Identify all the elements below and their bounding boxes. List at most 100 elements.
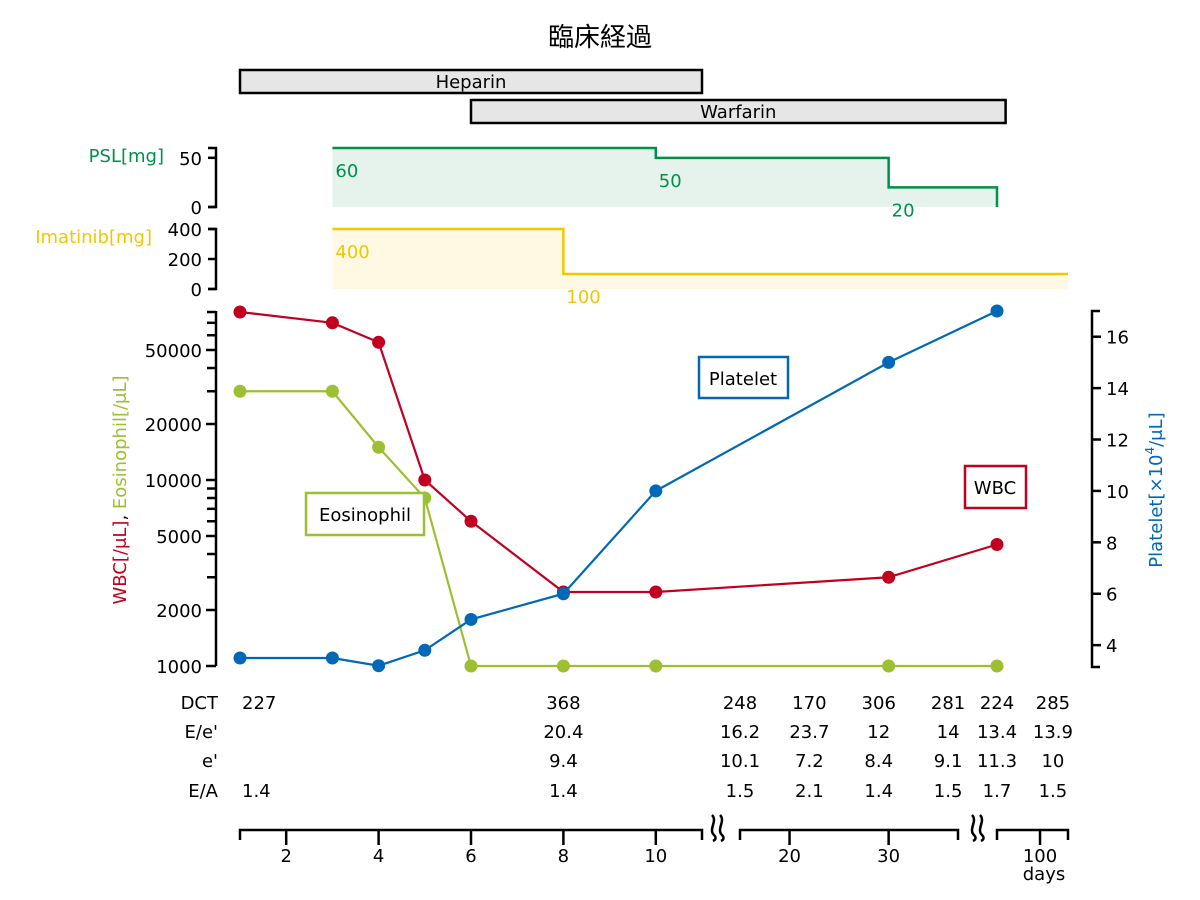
table-cell: 10 xyxy=(1041,751,1064,772)
table-cell: 13.9 xyxy=(1033,722,1073,743)
data-point-eosinophil xyxy=(882,659,896,673)
x-axis-segment xyxy=(738,828,960,840)
table-cell: 1.5 xyxy=(1039,781,1068,802)
legend-box-wbc xyxy=(963,464,1028,510)
table-cell: 7.2 xyxy=(795,751,824,772)
table-cell: 224 xyxy=(980,693,1014,714)
data-point-eosinophil xyxy=(325,384,339,398)
axis-break-icon xyxy=(710,814,717,843)
data-point-platelet xyxy=(990,304,1004,318)
x-axis-tick-label: 20 xyxy=(778,846,801,867)
x-axis-tick-label: 6 xyxy=(465,846,476,867)
drug-bar-label-heparin: Heparin xyxy=(436,72,507,93)
data-point-platelet xyxy=(233,651,247,665)
dose-axis-title-imatinib: Imatinib[mg] xyxy=(35,227,152,248)
dose-area-imatinib xyxy=(332,229,1068,289)
left-axis-title-eosinophil: Eosinophil[/μL] xyxy=(110,375,131,509)
echo-table: DCT 227 368 248 170 306 281 224 285 E/e' 20.4 16.2 2… xyxy=(181,693,1073,802)
dose-axis-tick-label: 400 xyxy=(168,220,202,241)
right-axis: 4 6 8 10 12 14 16 xyxy=(1090,309,1129,669)
table-cell: 248 xyxy=(723,693,757,714)
data-point-wbc xyxy=(418,473,432,487)
data-point-eosinophil xyxy=(649,659,663,673)
table-row-label: e' xyxy=(202,751,218,772)
table-cell: 23.7 xyxy=(789,722,829,743)
data-point-platelet xyxy=(372,659,386,673)
table-row-label: E/A xyxy=(188,781,218,802)
left-axis-title-sep: , xyxy=(110,509,131,520)
data-point-eosinophil xyxy=(372,440,386,454)
dose-panels: 60 5020050PSL[mg]4001000200400Imatinib[mg… xyxy=(35,146,1068,308)
left-axis-title-wbc: WBC[/μL] xyxy=(110,521,131,605)
legend-label-platelet: Platelet xyxy=(709,369,777,390)
x-axis-segment xyxy=(995,828,1070,840)
data-point-platelet xyxy=(556,587,570,601)
x-axis-tick-label: 10 xyxy=(644,846,667,867)
dose-line-psl xyxy=(332,146,999,207)
drug-bar-warfarin xyxy=(469,98,1007,125)
right-axis-title-sup: 4 xyxy=(1143,447,1157,455)
right-axis-tick-label: 12 xyxy=(1106,431,1129,452)
right-axis-tick-label: 6 xyxy=(1106,585,1117,606)
dose-line-imatinib xyxy=(332,227,1068,276)
axis-break-icon xyxy=(970,814,977,843)
x-axis-tick-label: 8 xyxy=(558,846,569,867)
table-cell: 14 xyxy=(937,722,960,743)
right-axis-title: Platelet[×104/μL] xyxy=(1143,412,1167,567)
data-point-eosinophil xyxy=(556,659,570,673)
data-point-wbc xyxy=(372,335,386,349)
legend-box-eosinophil xyxy=(304,491,426,537)
dose-label-psl: 60 xyxy=(335,161,358,182)
table-cell: 20.4 xyxy=(543,722,583,743)
data-point-wbc xyxy=(990,538,1004,552)
table-cell: 368 xyxy=(546,693,580,714)
drug-bars: Heparin Warfarin xyxy=(238,68,1007,125)
data-point-wbc xyxy=(464,514,478,528)
table-cell: 170 xyxy=(792,693,826,714)
right-axis-tick-label: 8 xyxy=(1106,533,1117,554)
table-cell: 1.5 xyxy=(934,781,963,802)
table-cell: 227 xyxy=(242,693,276,714)
right-axis-tick-label: 14 xyxy=(1106,379,1129,400)
x-axis: 2 4 6 8 10 20 30 100 xyxy=(238,814,1070,867)
data-point-platelet xyxy=(325,651,339,665)
x-axis-tick-label: 2 xyxy=(280,846,291,867)
right-axis-tick-label: 4 xyxy=(1106,636,1117,657)
dose-axis-title-psl: PSL[mg] xyxy=(89,146,164,167)
table-cell: 16.2 xyxy=(720,722,760,743)
table-cell: 306 xyxy=(862,693,896,714)
data-point-wbc xyxy=(325,316,339,330)
table-cell: 10.1 xyxy=(720,751,760,772)
dose-axis-tick-label: 200 xyxy=(168,250,202,271)
x-axis-tick-label: 4 xyxy=(373,846,384,867)
table-cell: 1.7 xyxy=(983,781,1012,802)
legend-label-wbc: WBC xyxy=(974,478,1016,499)
data-point-platelet xyxy=(882,355,896,369)
dose-axis-tick-label: 0 xyxy=(191,280,202,301)
data-point-wbc xyxy=(649,585,663,599)
table-cell: 1.4 xyxy=(549,781,578,802)
chart-title: 臨床経過 xyxy=(548,23,652,53)
right-axis-tick-label: 10 xyxy=(1106,482,1129,503)
legend-label-eosinophil: Eosinophil xyxy=(319,505,411,526)
dose-label-psl: 20 xyxy=(892,200,915,221)
data-point-platelet xyxy=(418,643,432,657)
x-axis-tick-label: 100 xyxy=(1023,846,1057,867)
table-row-label: E/e' xyxy=(185,722,218,743)
left-axis: 1000 2000 5000 10000 20000 50000 xyxy=(145,310,218,678)
data-point-wbc xyxy=(882,570,896,584)
series-layer xyxy=(233,304,1004,673)
right-axis-line xyxy=(1090,309,1100,669)
dose-axis-tick-label: 0 xyxy=(191,198,202,219)
data-point-platelet xyxy=(649,484,663,498)
table-cell: 9.1 xyxy=(934,751,963,772)
right-axis-title-main: Platelet[×10 xyxy=(1146,455,1167,568)
dose-label-psl: 50 xyxy=(659,171,682,192)
data-point-wbc xyxy=(233,305,247,319)
data-point-platelet xyxy=(464,612,478,626)
dose-area-psl xyxy=(332,148,997,207)
axis-break-icon xyxy=(978,814,985,843)
dose-axis-tick-label: 50 xyxy=(179,149,202,170)
table-cell: 1.4 xyxy=(864,781,893,802)
